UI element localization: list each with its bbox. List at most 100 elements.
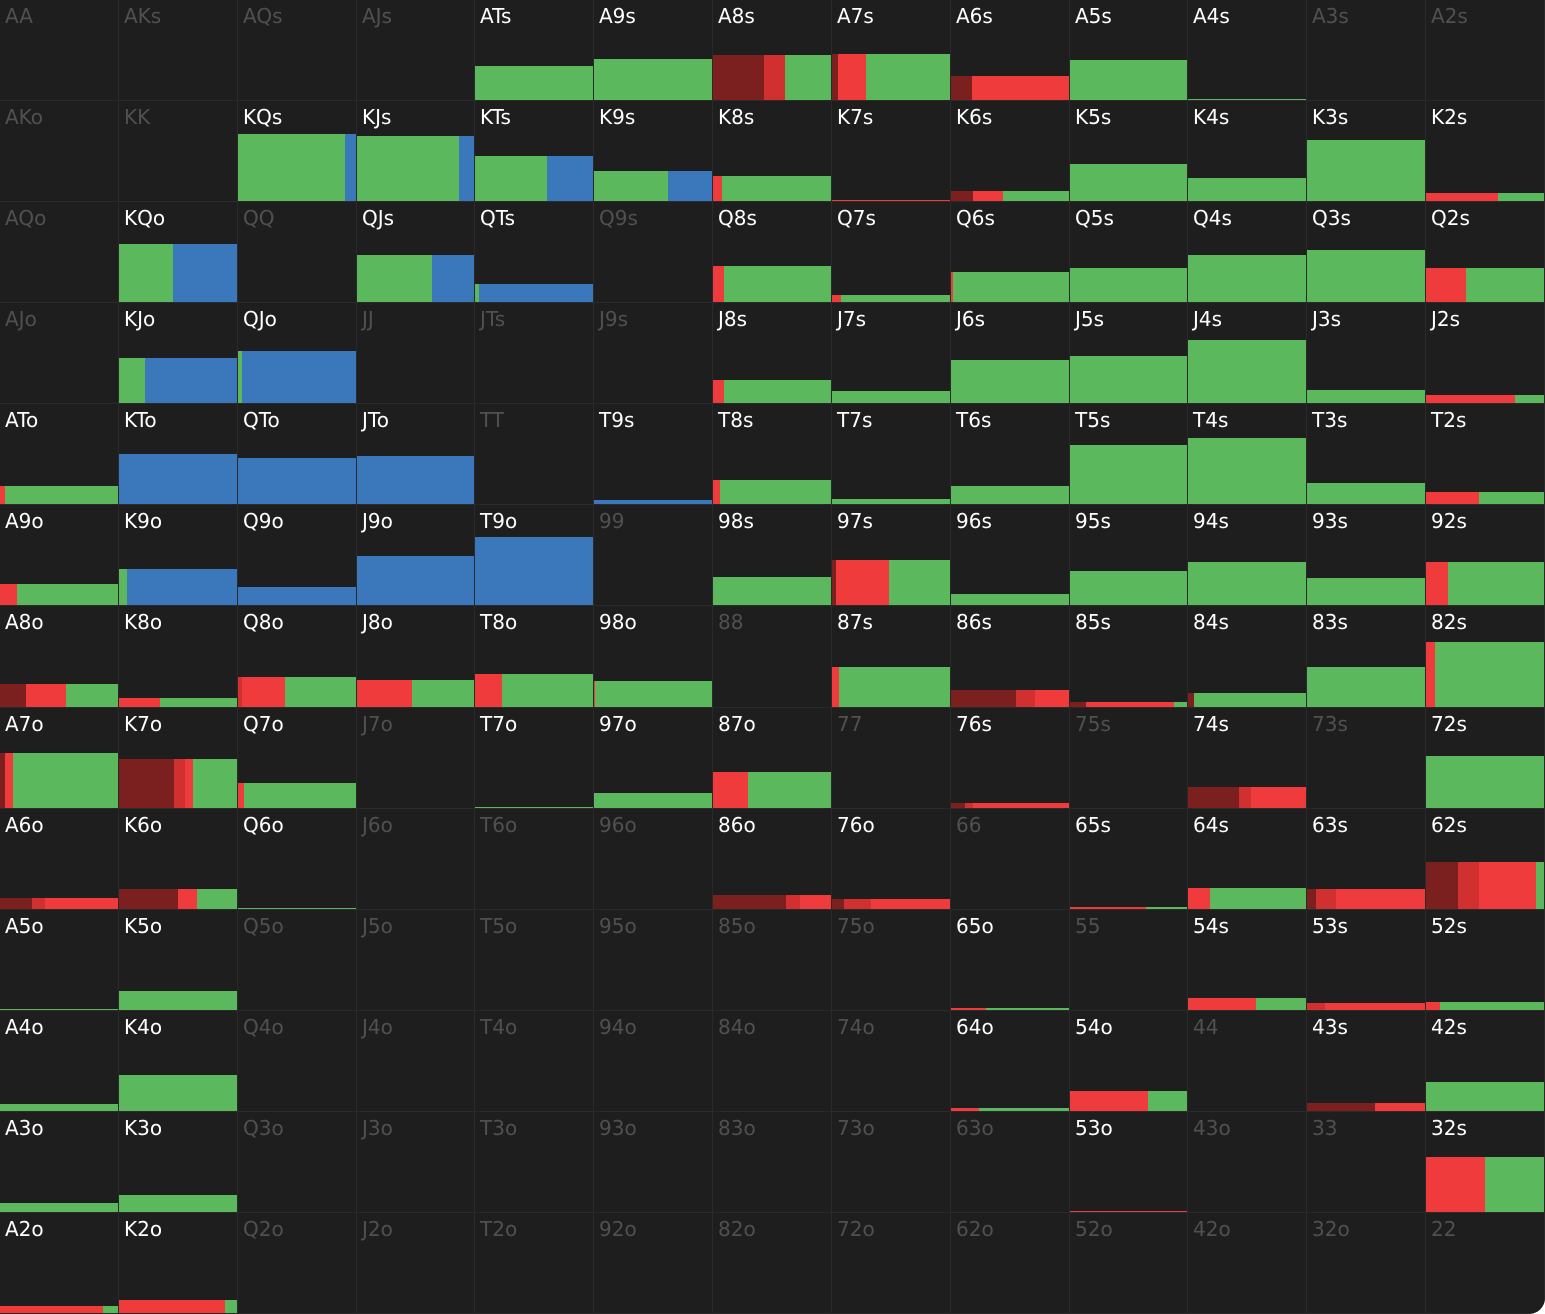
hand-cell-K3s[interactable]: K3s — [1307, 101, 1426, 202]
hand-cell-74s[interactable]: 74s — [1188, 708, 1307, 809]
hand-cell-T6o[interactable]: T6o — [475, 809, 594, 910]
hand-cell-98s[interactable]: 98s — [713, 505, 832, 606]
hand-cell-J8o[interactable]: J8o — [357, 606, 475, 708]
hand-cell-62s[interactable]: 62s — [1426, 809, 1545, 910]
hand-cell-32o[interactable]: 32o — [1307, 1213, 1426, 1314]
hand-cell-J4o[interactable]: J4o — [357, 1011, 475, 1112]
hand-cell-86o[interactable]: 86o — [713, 809, 832, 910]
hand-cell-T3s[interactable]: T3s — [1307, 404, 1426, 505]
hand-cell-T5s[interactable]: T5s — [1070, 404, 1188, 505]
hand-cell-K6s[interactable]: K6s — [951, 101, 1070, 202]
hand-cell-J2o[interactable]: J2o — [357, 1213, 475, 1314]
hand-cell-52o[interactable]: 52o — [1070, 1213, 1188, 1314]
hand-cell-K5o[interactable]: K5o — [119, 910, 238, 1011]
hand-cell-33[interactable]: 33 — [1307, 1112, 1426, 1213]
hand-cell-JTo[interactable]: JTo — [357, 404, 475, 505]
hand-cell-Q5o[interactable]: Q5o — [238, 910, 357, 1011]
hand-cell-T9s[interactable]: T9s — [594, 404, 713, 505]
hand-cell-ATo[interactable]: ATo — [0, 404, 119, 505]
hand-cell-TT[interactable]: TT — [475, 404, 594, 505]
hand-cell-53s[interactable]: 53s — [1307, 910, 1426, 1011]
hand-cell-75o[interactable]: 75o — [832, 910, 951, 1011]
hand-cell-A6o[interactable]: A6o — [0, 809, 119, 910]
hand-cell-Q4o[interactable]: Q4o — [238, 1011, 357, 1112]
hand-cell-K7s[interactable]: K7s — [832, 101, 951, 202]
hand-cell-J4s[interactable]: J4s — [1188, 303, 1307, 404]
hand-cell-K2s[interactable]: K2s — [1426, 101, 1545, 202]
hand-cell-T5o[interactable]: T5o — [475, 910, 594, 1011]
hand-cell-KJs[interactable]: KJs — [357, 101, 475, 202]
hand-cell-KQo[interactable]: KQo — [119, 202, 238, 303]
hand-cell-43o[interactable]: 43o — [1188, 1112, 1307, 1213]
hand-cell-AQs[interactable]: AQs — [238, 0, 357, 101]
hand-cell-A9s[interactable]: A9s — [594, 0, 713, 101]
hand-cell-95s[interactable]: 95s — [1070, 505, 1188, 606]
hand-cell-KTs[interactable]: KTs — [475, 101, 594, 202]
hand-cell-A2s[interactable]: A2s — [1426, 0, 1545, 101]
hand-cell-KK[interactable]: KK — [119, 101, 238, 202]
hand-cell-Q7o[interactable]: Q7o — [238, 708, 357, 809]
hand-cell-QTo[interactable]: QTo — [238, 404, 357, 505]
hand-cell-A5o[interactable]: A5o — [0, 910, 119, 1011]
hand-cell-JJ[interactable]: JJ — [357, 303, 475, 404]
hand-cell-22[interactable]: 22 — [1426, 1213, 1545, 1314]
hand-cell-J5o[interactable]: J5o — [357, 910, 475, 1011]
hand-cell-K9o[interactable]: K9o — [119, 505, 238, 606]
hand-cell-42o[interactable]: 42o — [1188, 1213, 1307, 1314]
hand-cell-T2s[interactable]: T2s — [1426, 404, 1545, 505]
hand-cell-T6s[interactable]: T6s — [951, 404, 1070, 505]
hand-cell-K2o[interactable]: K2o — [119, 1213, 238, 1314]
hand-cell-JTs[interactable]: JTs — [475, 303, 594, 404]
hand-cell-Q4s[interactable]: Q4s — [1188, 202, 1307, 303]
hand-cell-Q6s[interactable]: Q6s — [951, 202, 1070, 303]
hand-cell-T2o[interactable]: T2o — [475, 1213, 594, 1314]
hand-cell-72s[interactable]: 72s — [1426, 708, 1545, 809]
hand-cell-66[interactable]: 66 — [951, 809, 1070, 910]
hand-cell-J6s[interactable]: J6s — [951, 303, 1070, 404]
hand-cell-QTs[interactable]: QTs — [475, 202, 594, 303]
hand-cell-83s[interactable]: 83s — [1307, 606, 1426, 708]
hand-cell-53o[interactable]: 53o — [1070, 1112, 1188, 1213]
hand-cell-73o[interactable]: 73o — [832, 1112, 951, 1213]
hand-cell-K7o[interactable]: K7o — [119, 708, 238, 809]
hand-cell-T9o[interactable]: T9o — [475, 505, 594, 606]
hand-cell-AQo[interactable]: AQo — [0, 202, 119, 303]
hand-cell-J5s[interactable]: J5s — [1070, 303, 1188, 404]
hand-cell-94o[interactable]: 94o — [594, 1011, 713, 1112]
hand-cell-K6o[interactable]: K6o — [119, 809, 238, 910]
hand-cell-Q5s[interactable]: Q5s — [1070, 202, 1188, 303]
hand-cell-A2o[interactable]: A2o — [0, 1213, 119, 1314]
hand-cell-65o[interactable]: 65o — [951, 910, 1070, 1011]
hand-cell-J9o[interactable]: J9o — [357, 505, 475, 606]
hand-cell-A4s[interactable]: A4s — [1188, 0, 1307, 101]
hand-cell-82o[interactable]: 82o — [713, 1213, 832, 1314]
hand-cell-J8s[interactable]: J8s — [713, 303, 832, 404]
hand-cell-J3o[interactable]: J3o — [357, 1112, 475, 1213]
hand-cell-A5s[interactable]: A5s — [1070, 0, 1188, 101]
hand-cell-86s[interactable]: 86s — [951, 606, 1070, 708]
hand-cell-A3o[interactable]: A3o — [0, 1112, 119, 1213]
hand-cell-A6s[interactable]: A6s — [951, 0, 1070, 101]
hand-cell-97s[interactable]: 97s — [832, 505, 951, 606]
hand-cell-A8o[interactable]: A8o — [0, 606, 119, 708]
hand-cell-96o[interactable]: 96o — [594, 809, 713, 910]
hand-cell-85o[interactable]: 85o — [713, 910, 832, 1011]
hand-cell-52s[interactable]: 52s — [1426, 910, 1545, 1011]
hand-cell-84s[interactable]: 84s — [1188, 606, 1307, 708]
hand-cell-T3o[interactable]: T3o — [475, 1112, 594, 1213]
hand-cell-93o[interactable]: 93o — [594, 1112, 713, 1213]
hand-cell-44[interactable]: 44 — [1188, 1011, 1307, 1112]
hand-cell-A3s[interactable]: A3s — [1307, 0, 1426, 101]
hand-cell-AJs[interactable]: AJs — [357, 0, 475, 101]
hand-cell-85s[interactable]: 85s — [1070, 606, 1188, 708]
hand-cell-87o[interactable]: 87o — [713, 708, 832, 809]
hand-cell-72o[interactable]: 72o — [832, 1213, 951, 1314]
hand-cell-54o[interactable]: 54o — [1070, 1011, 1188, 1112]
hand-cell-84o[interactable]: 84o — [713, 1011, 832, 1112]
hand-cell-76o[interactable]: 76o — [832, 809, 951, 910]
hand-cell-75s[interactable]: 75s — [1070, 708, 1188, 809]
hand-cell-J2s[interactable]: J2s — [1426, 303, 1545, 404]
hand-cell-64s[interactable]: 64s — [1188, 809, 1307, 910]
hand-cell-74o[interactable]: 74o — [832, 1011, 951, 1112]
hand-cell-J3s[interactable]: J3s — [1307, 303, 1426, 404]
